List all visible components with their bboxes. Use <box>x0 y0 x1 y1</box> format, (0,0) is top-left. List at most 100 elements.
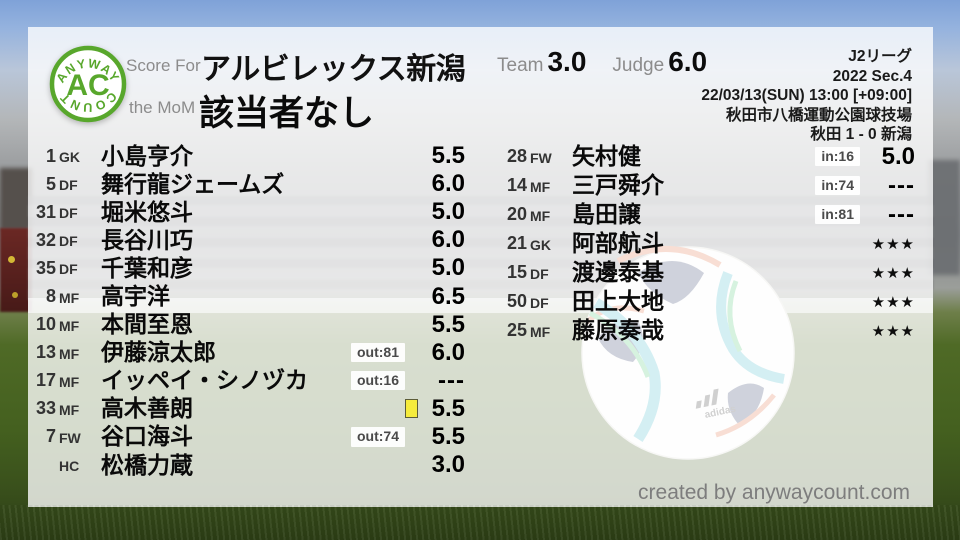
logo-monogram: AC <box>66 69 109 102</box>
sub-out-badge: out:81 <box>351 343 405 363</box>
league-name: J2リーグ <box>848 48 912 65</box>
team-score-label: Team <box>497 55 544 76</box>
venue: 秋田市八橋運動公園球技場 <box>725 106 912 124</box>
player-position: FW <box>59 429 81 446</box>
judge-score-value: 6.0 <box>668 46 708 77</box>
player-row: 31 DF 堀米悠斗 5.0 <box>28 198 465 226</box>
player-rating: 6.0 <box>431 226 465 254</box>
player-number: 17 <box>35 370 56 391</box>
yellow-card-icon <box>405 399 418 419</box>
player-name: 島田譲 <box>572 201 641 227</box>
background-detail-dot <box>8 256 15 263</box>
sub-in-badge: in:74 <box>815 175 860 196</box>
player-rating-stars: ★★★ <box>871 322 915 340</box>
player-rating-stars: ★★★ <box>871 293 915 311</box>
player-rating: 5.0 <box>881 142 915 170</box>
player-row: 5 DF 舞行龍ジェームズ 6.0 <box>28 170 465 198</box>
player-name: 千葉和彦 <box>101 254 193 281</box>
player-rating: 5.0 <box>431 198 465 226</box>
sub-out-badge: out:16 <box>351 371 405 391</box>
player-name: イッペイ・シノヅカ <box>101 367 308 394</box>
team-name-title: アルビレックス新潟 <box>201 53 466 86</box>
background-stand-seats <box>0 168 32 230</box>
player-number: 14 <box>506 175 527 195</box>
mom-value: 該当者なし <box>199 94 375 133</box>
player-name: 本間至恩 <box>101 311 193 338</box>
season-section: 2022 Sec.4 <box>832 67 912 85</box>
player-rating-stars: ★★★ <box>871 264 915 282</box>
player-position: MF <box>59 345 80 362</box>
player-rating: 5.5 <box>431 310 465 338</box>
player-name: 渡邊泰基 <box>572 259 664 285</box>
starters-list: 1 GK 小島亨介 5.5 5 DF 舞行龍ジェームズ 6.0 31 DF 堀米… <box>28 142 465 479</box>
player-rating: 5.5 <box>431 422 465 450</box>
translucent-panel <box>28 27 933 507</box>
player-position: MF <box>530 207 551 224</box>
player-number: 32 <box>35 229 56 250</box>
player-number: 13 <box>35 342 56 363</box>
player-name: 松橋力蔵 <box>101 451 193 478</box>
subs-list: 28 FW 矢村健 in:16 5.0 14 MF 三戸舜介 in:74 ---… <box>497 142 915 345</box>
player-rating: 5.0 <box>431 254 465 282</box>
player-name: 谷口海斗 <box>101 423 193 450</box>
player-name: 舞行龍ジェームズ <box>101 170 285 197</box>
player-number: 20 <box>506 204 527 224</box>
player-name: 藤原奏哉 <box>572 317 664 343</box>
player-name: 高宇洋 <box>101 283 170 310</box>
player-position: MF <box>530 178 551 195</box>
player-row: 50 DF 田上大地 ★★★ <box>497 287 915 316</box>
player-position: MF <box>59 317 80 334</box>
player-name: 小島亨介 <box>101 142 193 169</box>
player-number: 7 <box>45 426 56 447</box>
match-info-block: J2リーグ 2022 Sec.4 22/03/13(SUN) 13:00 [+0… <box>701 47 912 145</box>
player-position: DF <box>530 294 549 311</box>
player-number: 15 <box>506 262 527 282</box>
player-position: DF <box>59 177 78 194</box>
player-number: 21 <box>506 233 527 253</box>
player-number: 50 <box>506 291 527 311</box>
player-rating: --- <box>888 171 915 199</box>
player-number: 28 <box>506 146 527 166</box>
sub-in-badge: in:81 <box>815 204 860 225</box>
match-datetime: 22/03/13(SUN) 13:00 [+09:00] <box>701 87 912 104</box>
player-rating: --- <box>438 366 465 394</box>
player-position: MF <box>59 289 80 306</box>
team-judge-scores: Team 3.0 Judge 6.0 <box>497 46 707 78</box>
player-position: GK <box>59 149 80 166</box>
player-rating: 6.0 <box>431 338 465 366</box>
player-row: 20 MF 島田譲 in:81 --- <box>497 200 915 229</box>
player-number: 8 <box>45 286 56 307</box>
background-detail-dot <box>12 292 18 298</box>
player-row: 28 FW 矢村健 in:16 5.0 <box>497 142 915 171</box>
player-rating: 3.0 <box>431 451 465 479</box>
player-position: DF <box>59 261 78 278</box>
judge-score-label: Judge <box>612 55 665 76</box>
player-name: 矢村健 <box>572 143 641 169</box>
player-row: 25 MF 藤原奏哉 ★★★ <box>497 316 915 345</box>
player-rating: --- <box>888 200 915 228</box>
player-row: 33 MF 高木善朗 5.5 <box>28 395 465 423</box>
player-position: GK <box>530 236 551 253</box>
player-position: FW <box>530 149 552 166</box>
score-for-label: Score For <box>126 56 201 75</box>
player-row: 35 DF 千葉和彦 5.0 <box>28 254 465 282</box>
player-row: 21 GK 阿部航斗 ★★★ <box>497 229 915 258</box>
player-row: 15 DF 渡邊泰基 ★★★ <box>497 258 915 287</box>
player-position: DF <box>59 205 78 222</box>
player-rating: 5.5 <box>431 394 465 422</box>
background-grass-texture <box>0 505 960 540</box>
player-name: 三戸舜介 <box>572 172 664 198</box>
player-position: MF <box>59 401 80 418</box>
sub-in-badge: in:16 <box>815 146 860 167</box>
coach-row: HC 松橋力蔵 3.0 <box>28 451 465 479</box>
player-position: DF <box>59 233 78 250</box>
player-number: 1 <box>45 145 56 166</box>
player-row: 7 FW 谷口海斗 out:74 5.5 <box>28 423 465 451</box>
player-rating: 5.5 <box>431 142 465 170</box>
player-rating-stars: ★★★ <box>871 235 915 253</box>
player-position: HC <box>59 458 80 475</box>
match-result: 秋田 1 - 0 新潟 <box>810 126 912 143</box>
player-number: 31 <box>35 201 56 222</box>
sub-out-badge: out:74 <box>351 427 405 447</box>
